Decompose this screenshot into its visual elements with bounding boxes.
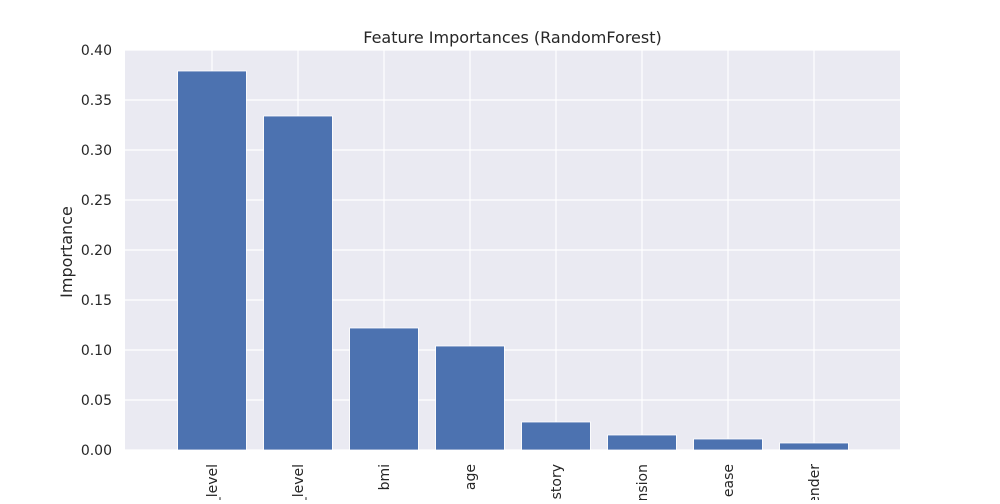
y-tick-label: 0.40 xyxy=(81,43,112,59)
chart-title: Feature Importances (RandomForest) xyxy=(363,28,661,47)
bar xyxy=(263,115,333,451)
y-tick-label: 0.30 xyxy=(81,143,112,159)
bar xyxy=(435,345,505,451)
y-tick-label: 0.35 xyxy=(81,93,112,109)
y-tick-label: 0.00 xyxy=(81,443,112,459)
bar xyxy=(177,70,247,451)
bar xyxy=(349,327,419,451)
x-tick-label: age xyxy=(463,464,479,490)
y-tick-label: 0.20 xyxy=(81,243,112,259)
x-tick-label: bmi xyxy=(377,464,393,490)
y-tick-label: 0.15 xyxy=(81,293,112,309)
bars xyxy=(177,70,849,451)
y-tick-label: 0.25 xyxy=(81,193,112,209)
y-tick-label: 0.10 xyxy=(81,343,112,359)
bar xyxy=(607,434,677,451)
bar xyxy=(521,421,591,451)
x-tick-label: _level xyxy=(291,464,307,500)
x-tick-label: ease xyxy=(721,464,737,497)
x-tick-label: istory xyxy=(549,464,565,500)
x-tick-label: ender xyxy=(807,464,823,500)
bar xyxy=(779,442,849,451)
x-tick-label: nsion xyxy=(635,464,651,500)
x-tick-label: _level xyxy=(205,464,221,500)
bar xyxy=(693,438,763,451)
y-tick-labels: 0.00 0.05 0.10 0.15 0.20 0.25 0.30 0.35 0.40 xyxy=(81,43,112,459)
y-axis-label: Importance xyxy=(57,206,76,298)
y-tick-label: 0.05 xyxy=(81,393,112,409)
x-tick-labels: _level _level bmi age istory nsion ease ender xyxy=(205,464,823,504)
